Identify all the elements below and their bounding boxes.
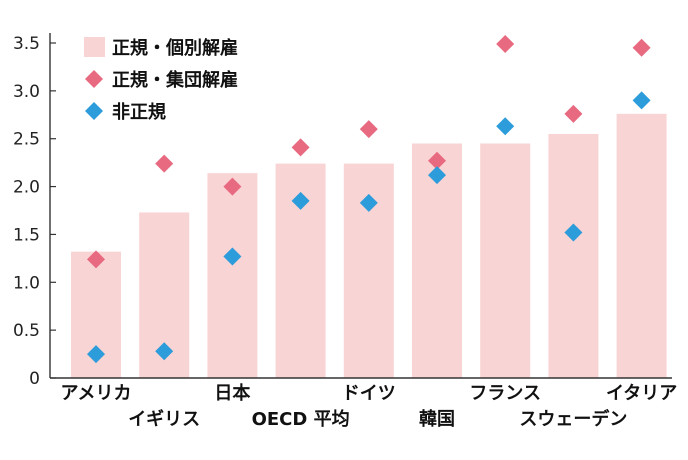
bar-2 — [207, 173, 258, 378]
legend-swatch-2 — [85, 102, 103, 120]
marker-s1-2 — [223, 177, 242, 196]
y-tick-label-0: 0 — [29, 369, 40, 389]
bar-6 — [480, 143, 531, 378]
marker-s2-6 — [496, 117, 515, 136]
y-tick-label-3: 1.5 — [13, 225, 40, 245]
marker-s1-6 — [496, 34, 515, 53]
bar-7 — [548, 133, 599, 378]
legend-swatch-1 — [85, 70, 103, 88]
category-label-7: スウェーデン — [519, 408, 627, 430]
category-label-2: 日本 — [214, 382, 250, 404]
marker-s2-3 — [291, 191, 310, 210]
y-tick-label-7: 3.5 — [13, 34, 40, 54]
marker-s2-4 — [359, 193, 378, 212]
category-label-6: フランス — [469, 383, 541, 404]
y-tick-label-2: 1.0 — [13, 273, 40, 293]
legend-swatch-0 — [84, 37, 105, 57]
marker-s2-0 — [87, 345, 105, 364]
legend-label-1: 正規・集団解雇 — [112, 69, 238, 91]
y-tick-label-6: 3.0 — [13, 82, 40, 102]
marker-s1-4 — [359, 120, 378, 139]
bar-8 — [616, 113, 667, 378]
marker-s1-7 — [564, 104, 583, 123]
marker-s1-3 — [291, 138, 310, 157]
legend-label-0: 正規・個別解雇 — [112, 37, 238, 59]
y-tick-label-1: 0.5 — [13, 321, 40, 341]
marker-s1-5 — [428, 151, 446, 170]
marker-s2-5 — [428, 166, 446, 185]
y-tick-label-4: 2.0 — [13, 178, 40, 198]
markers-layer — [87, 34, 651, 364]
category-label-4: ドイツ — [342, 383, 396, 404]
y-tick-label-5: 2.5 — [13, 130, 40, 150]
bars-layer — [71, 113, 667, 378]
marker-s2-2 — [223, 247, 242, 266]
category-label-1: イギリス — [128, 409, 200, 430]
marker-s1-1 — [155, 154, 174, 173]
marker-s2-7 — [564, 223, 583, 242]
category-label-5: 韓国 — [419, 408, 455, 430]
category-label-0: アメリカ — [60, 383, 131, 404]
marker-s1-0 — [87, 250, 105, 269]
marker-s2-1 — [155, 342, 174, 361]
marker-s1-8 — [632, 38, 651, 57]
category-label-3: OECD 平均 — [252, 408, 350, 430]
legend-label-2: 非正規 — [112, 101, 166, 123]
marker-s2-8 — [632, 91, 651, 110]
category-label-8: イタリア — [606, 383, 677, 404]
